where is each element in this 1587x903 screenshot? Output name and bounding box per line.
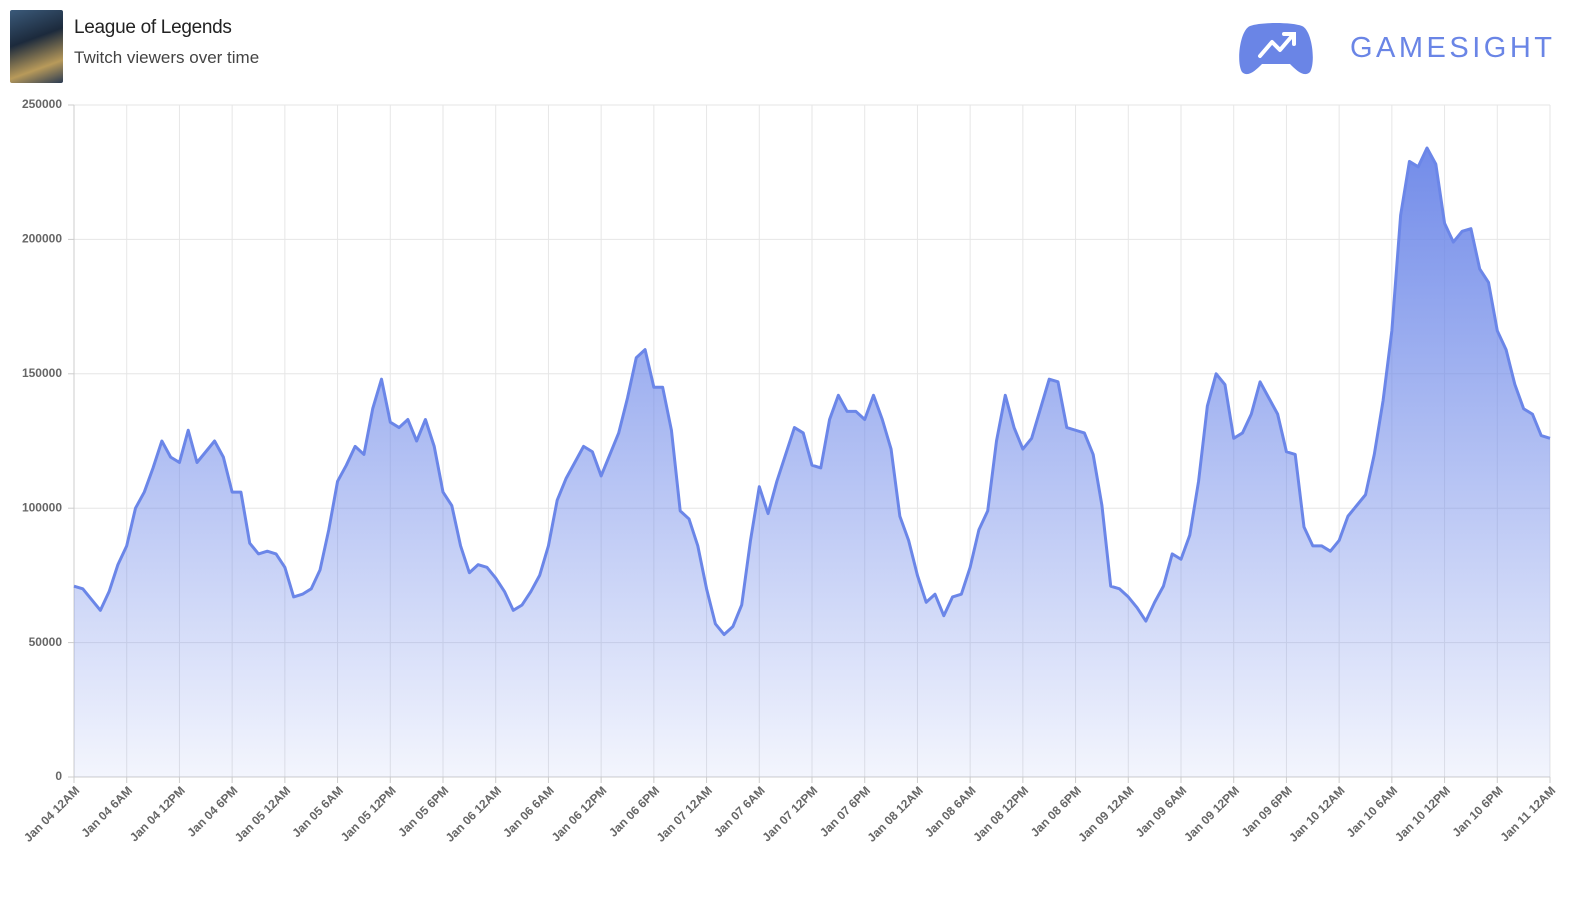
x-tick-label: Jan 05 6PM bbox=[395, 783, 451, 839]
x-tick-label: Jan 07 6AM bbox=[711, 783, 768, 840]
y-tick-label: 0 bbox=[55, 769, 62, 783]
x-tick-label: Jan 09 12AM bbox=[1075, 783, 1136, 844]
x-tick-label: Jan 09 6AM bbox=[1133, 783, 1190, 840]
chart-subtitle: Twitch viewers over time bbox=[74, 48, 260, 67]
x-tick-label: Jan 06 12PM bbox=[549, 783, 610, 844]
line bbox=[73, 146, 1551, 637]
brand-name: GAMESIGHT bbox=[1350, 32, 1556, 64]
x-tick-label: Jan 04 12PM bbox=[127, 783, 188, 844]
x-tick-label: Jan 08 12PM bbox=[970, 783, 1031, 844]
x-tick-label: Jan 05 12PM bbox=[338, 783, 399, 844]
x-tick-label: Jan 06 12AM bbox=[443, 783, 504, 844]
x-tick-label: Jan 10 6AM bbox=[1344, 783, 1401, 840]
game-title: League of Legends bbox=[74, 17, 232, 38]
x-tick-label: Jan 09 12PM bbox=[1181, 783, 1242, 844]
x-tick-label: Jan 07 12AM bbox=[654, 783, 715, 844]
x-tick-label: Jan 10 6PM bbox=[1450, 783, 1506, 839]
x-tick-label: Jan 07 12PM bbox=[760, 783, 821, 844]
x-tick-label: Jan 10 12PM bbox=[1392, 783, 1453, 844]
y-tick-label: 200000 bbox=[22, 232, 62, 246]
y-tick-label: 250000 bbox=[22, 97, 62, 111]
x-tick-label: Jan 04 6PM bbox=[184, 783, 240, 839]
y-tick-label: 150000 bbox=[22, 366, 62, 380]
x-tick-label: Jan 08 12AM bbox=[864, 783, 925, 844]
game-icon bbox=[10, 10, 63, 83]
x-tick-label: Jan 07 6PM bbox=[817, 783, 873, 839]
x-tick-label: Jan 08 6AM bbox=[922, 783, 979, 840]
area bbox=[74, 148, 1550, 777]
x-tick-label: Jan 09 6PM bbox=[1239, 783, 1295, 839]
x-tick-label: Jan 11 12AM bbox=[1498, 783, 1559, 844]
x-tick-label: Jan 08 6PM bbox=[1028, 783, 1084, 839]
y-tick-label: 50000 bbox=[29, 635, 63, 649]
y-tick-label: 100000 bbox=[22, 500, 62, 514]
x-tick-label: Jan 04 12AM bbox=[21, 783, 82, 844]
x-tick-label: Jan 10 12AM bbox=[1286, 783, 1347, 844]
brand-logo bbox=[1239, 23, 1313, 75]
x-tick-label: Jan 06 6AM bbox=[500, 783, 557, 840]
x-tick-label: Jan 04 6AM bbox=[78, 783, 135, 840]
x-tick-label: Jan 05 6AM bbox=[289, 783, 346, 840]
x-tick-label: Jan 05 12AM bbox=[232, 783, 293, 844]
x-tick-label: Jan 06 6PM bbox=[606, 783, 662, 839]
